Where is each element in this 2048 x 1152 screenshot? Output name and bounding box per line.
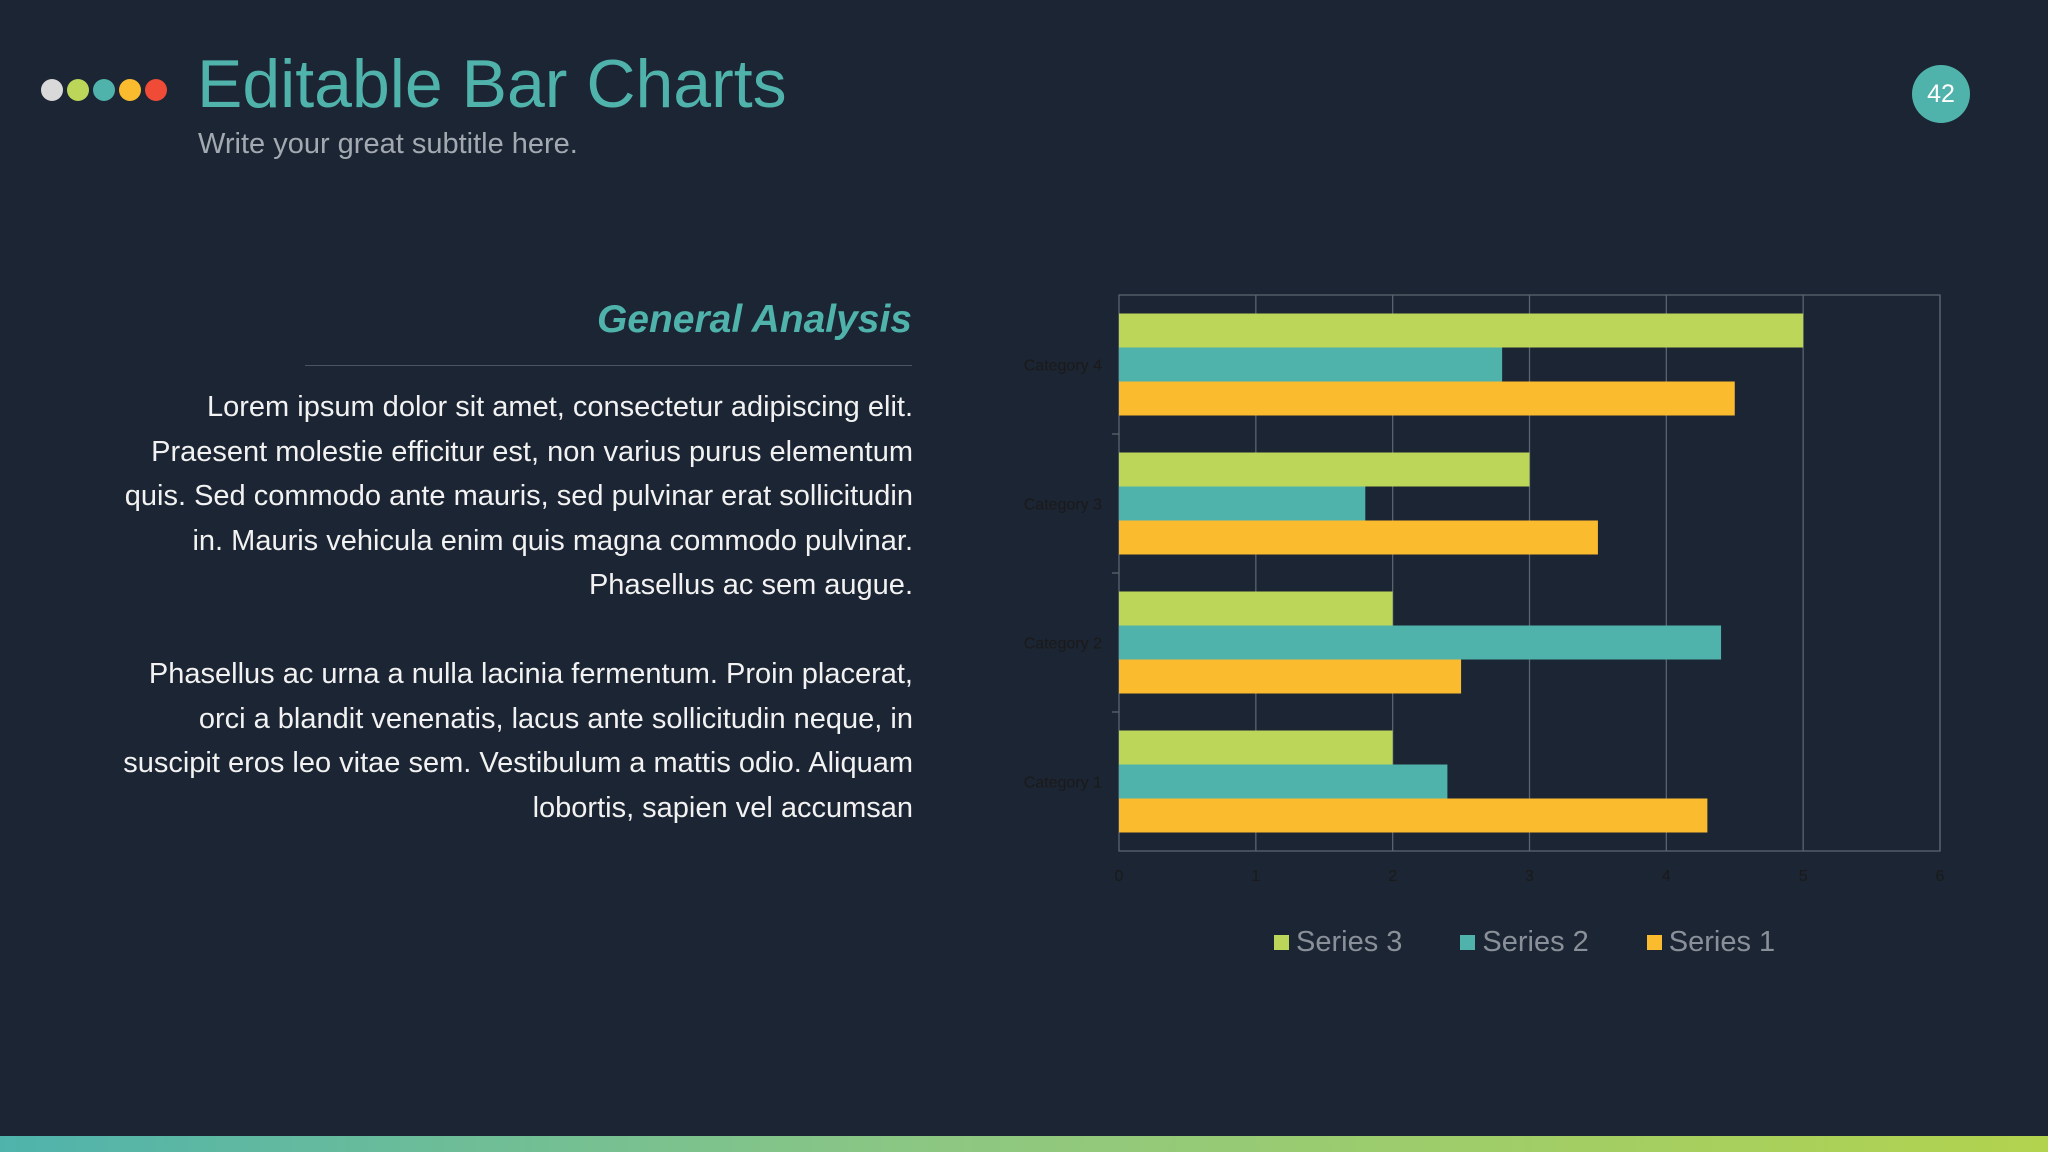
bar-series-1-category-3 [1119, 520, 1598, 555]
bar-series-3-category-1 [1119, 730, 1393, 765]
legend-item-series-3: Series 3 [1274, 926, 1402, 959]
bar-series-2-category-4 [1119, 347, 1503, 382]
page-subtitle: Write your great subtitle here. [198, 128, 578, 160]
bottom-gradient-bar [0, 1136, 2048, 1152]
dot-5 [145, 79, 167, 101]
x-tick-label-6: 6 [1936, 868, 1945, 885]
category-label: Category 1 [1024, 775, 1102, 792]
decorative-dots [41, 79, 167, 101]
bar-series-1-category-1 [1119, 798, 1708, 833]
legend-label: Series 3 [1296, 926, 1403, 958]
legend-item-series-2: Series 2 [1460, 926, 1589, 959]
page-number-badge: 42 [1912, 65, 1970, 123]
bar-series-1-category-4 [1119, 381, 1735, 416]
body-text: Lorem ipsum dolor sit amet, consectetur … [110, 385, 913, 830]
bar-series-2-category-1 [1119, 764, 1448, 799]
paragraph-2: Phasellus ac urna a nulla lacinia fermen… [123, 658, 913, 824]
page-title: Editable Bar Charts [197, 46, 787, 122]
paragraph-1: Lorem ipsum dolor sit amet, consectetur … [124, 391, 913, 601]
section-heading: General Analysis [596, 298, 912, 341]
x-tick-label-3: 3 [1525, 868, 1534, 885]
bar-series-2-category-3 [1119, 486, 1366, 521]
legend-item-series-1: Series 1 [1646, 926, 1776, 959]
bar-series-3-category-3 [1119, 452, 1530, 487]
dot-2 [67, 79, 89, 101]
x-tick-label-4: 4 [1662, 868, 1671, 885]
chart-legend: Series 3 Series 2 Series 1 [1274, 926, 1775, 959]
bar-series-1-category-2 [1119, 659, 1462, 694]
bar-series-3-category-2 [1119, 591, 1393, 626]
legend-label: Series 2 [1482, 926, 1589, 958]
category-label: Category 4 [1024, 358, 1102, 375]
dot-1 [41, 79, 63, 101]
bar-series-2-category-2 [1119, 625, 1722, 660]
x-tick-label-1: 1 [1251, 868, 1260, 885]
x-tick-label-0: 0 [1115, 868, 1124, 885]
category-label: Category 2 [1024, 636, 1102, 653]
legend-swatch [1274, 935, 1289, 950]
x-tick-label-2: 2 [1388, 868, 1397, 885]
legend-label: Series 1 [1668, 926, 1776, 958]
legend-swatch [1646, 935, 1662, 950]
x-tick-label-5: 5 [1799, 868, 1808, 885]
bar-series-3-category-4 [1119, 313, 1804, 348]
dot-4 [119, 79, 141, 101]
heading-divider [305, 365, 912, 366]
legend-swatch [1460, 935, 1476, 950]
dot-3 [93, 79, 115, 101]
category-label: Category 3 [1024, 497, 1102, 514]
